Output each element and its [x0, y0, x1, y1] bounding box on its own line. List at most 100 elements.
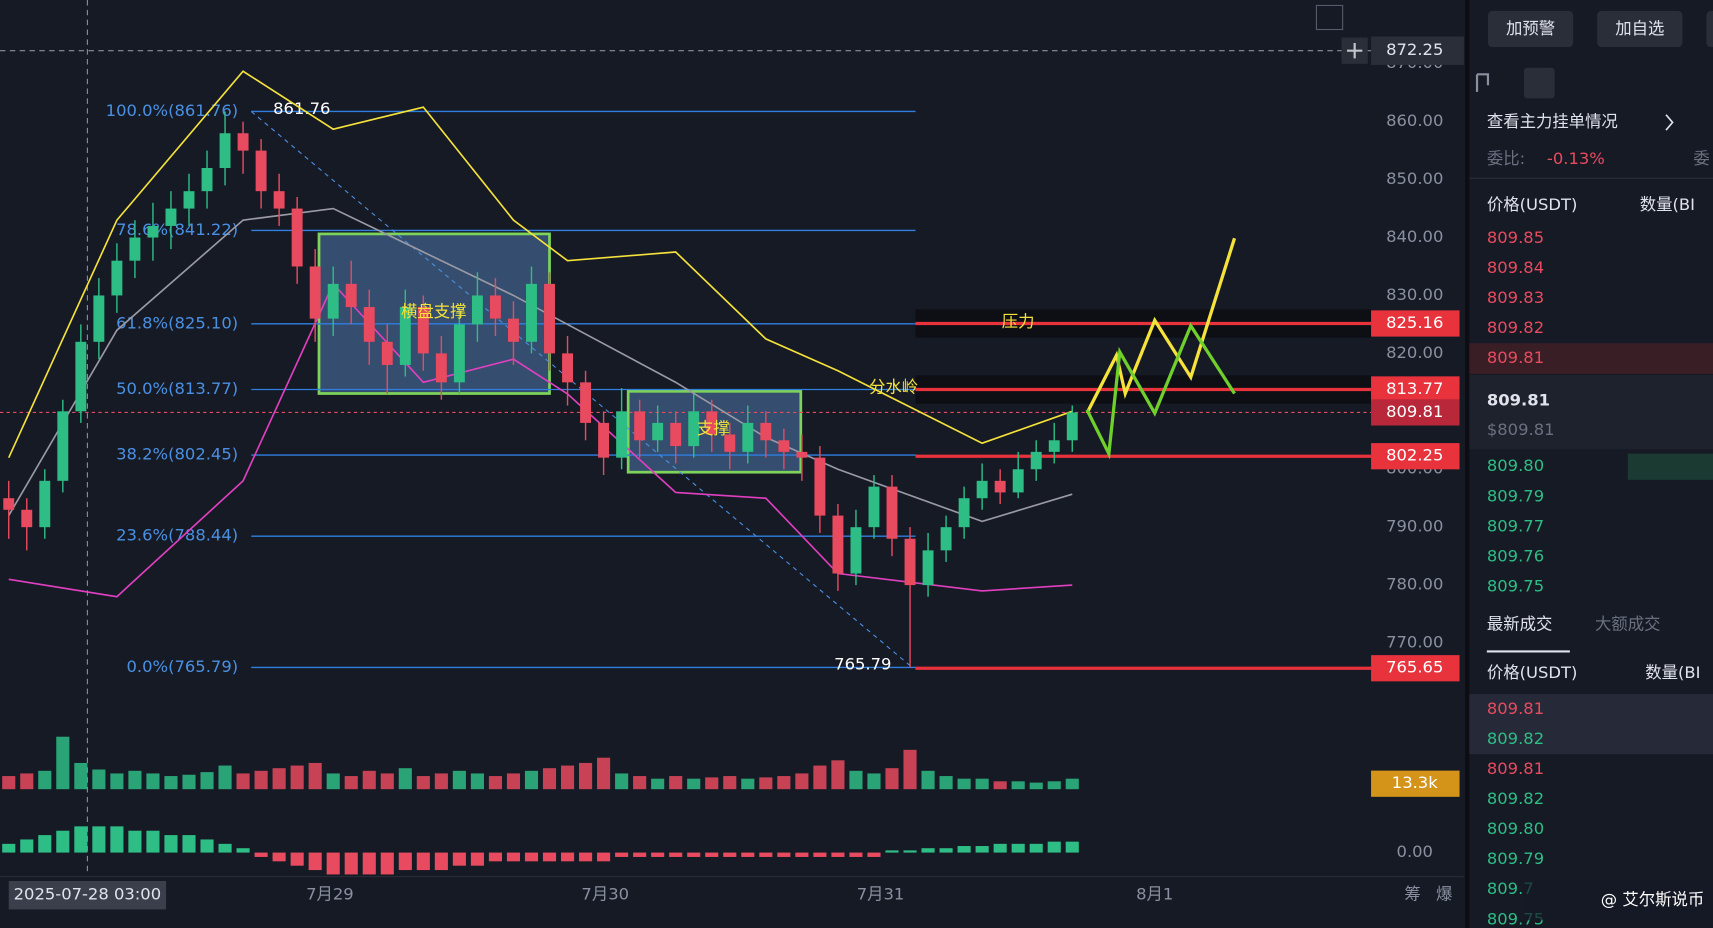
- fib-label: 50.0%(813.77): [116, 379, 238, 398]
- macd-bar: [831, 852, 845, 857]
- y-tick-label: 790.00: [1386, 517, 1443, 536]
- macd-bar: [921, 848, 935, 853]
- ask-price: 809.81: [1487, 348, 1544, 367]
- macd-bar: [326, 852, 340, 875]
- volume-bar: [398, 768, 412, 790]
- volume-bar: [975, 778, 989, 790]
- candle-body: [399, 307, 411, 365]
- candle-body: [724, 434, 736, 452]
- macd-bar: [705, 852, 719, 857]
- candle-body: [688, 411, 700, 447]
- volume-bar: [182, 774, 196, 790]
- macd-bar: [957, 846, 971, 853]
- annotation: 分水岭: [869, 378, 918, 397]
- x-tick-label: 7月29: [306, 885, 354, 904]
- candle-body: [634, 411, 646, 441]
- bid-price: 809.80: [1487, 456, 1544, 475]
- button[interactable]: [1597, 10, 1683, 48]
- trade-highlight: [1469, 694, 1713, 755]
- chart-area: 870.00860.00850.00840.00830.00820.00810.…: [0, 0, 1464, 910]
- candle-body: [417, 307, 429, 354]
- tab-active: 最新成交: [1487, 615, 1552, 634]
- volume-bar: [687, 778, 701, 790]
- volume-bar: [110, 773, 124, 790]
- volume-bar: [20, 773, 34, 790]
- macd-bar: [759, 852, 773, 857]
- volume-bar: [434, 773, 448, 790]
- chevron[interactable]: [1665, 114, 1674, 131]
- volume-bar: [542, 768, 557, 790]
- volume-bar: [939, 776, 953, 790]
- candle-body: [670, 422, 682, 447]
- candle-body: [544, 283, 555, 354]
- candle-body: [327, 283, 339, 319]
- volume-tag: [1371, 770, 1460, 797]
- volume-bar: [470, 773, 484, 790]
- candle-body: [57, 411, 69, 481]
- candle-body: [345, 283, 357, 308]
- macd-bar: [579, 852, 593, 862]
- time-tag: [8, 880, 167, 910]
- tool-icon[interactable]: [1475, 73, 1490, 92]
- x-tick-label: 7月31: [857, 885, 905, 904]
- volume-tag-text: 13.3k: [1392, 773, 1438, 792]
- candle-body: [273, 191, 285, 209]
- candle-body: [471, 295, 483, 325]
- candle-body: [381, 341, 393, 365]
- candle-body: [237, 133, 249, 151]
- volume-bar: [597, 757, 611, 790]
- candle-body: [1048, 440, 1060, 452]
- volume-bar: [218, 765, 232, 790]
- volume-bar: [723, 776, 737, 790]
- candle-body: [1066, 412, 1078, 441]
- level-tag-text: 813.77: [1386, 379, 1443, 398]
- ratio-label: 委比:: [1487, 149, 1525, 168]
- macd-bar: [254, 852, 268, 857]
- trade-price: 809.79: [1487, 849, 1544, 868]
- volume-bar: [416, 776, 430, 790]
- y-tick-label: 770.00: [1386, 633, 1443, 652]
- band-middle: [8, 207, 1073, 523]
- volume-bar: [236, 773, 250, 790]
- macd-bar: [56, 830, 70, 853]
- side-tab[interactable]: 筹: [1404, 885, 1420, 904]
- crosshair-price: 872.25: [1386, 40, 1443, 59]
- bid-price: 809.77: [1487, 516, 1544, 535]
- macd-bar: [885, 850, 899, 853]
- macd-bar: [633, 852, 647, 857]
- ratio2: 委: [1693, 149, 1709, 168]
- volume-bar: [272, 768, 286, 790]
- projection-green: [1085, 322, 1236, 460]
- volume-bar: [813, 765, 827, 790]
- button[interactable]: [1487, 10, 1574, 48]
- candle-body: [183, 191, 195, 209]
- candle-body: [309, 266, 321, 319]
- candle-body: [363, 307, 375, 342]
- button[interactable]: [1706, 10, 1713, 47]
- candle-body: [1030, 451, 1042, 470]
- annotation: 压力: [1002, 312, 1035, 331]
- volume-bar: [957, 778, 971, 790]
- macd-bar: [20, 839, 34, 853]
- level-tag-text: 765.65: [1386, 658, 1443, 677]
- fullscreen-icon[interactable]: [1315, 4, 1344, 31]
- header: 价格(USDT): [1487, 195, 1578, 214]
- volume-bar: [921, 770, 935, 790]
- level-tag: [1371, 376, 1460, 403]
- last-price: 809.81: [1487, 391, 1550, 410]
- macd-bar: [218, 843, 232, 853]
- macd-bar: [470, 852, 484, 866]
- volume-bar: [831, 760, 845, 790]
- volume-bar: [1065, 778, 1079, 790]
- volume-bar: [885, 768, 899, 790]
- macd-bar: [146, 830, 160, 853]
- trade-price: 809.82: [1487, 729, 1544, 748]
- side-tab[interactable]: 爆: [1436, 885, 1452, 904]
- range-box: [317, 232, 551, 395]
- fib-label: 61.8%(825.10): [116, 313, 238, 332]
- candle-body: [904, 538, 916, 586]
- tool-active[interactable]: [1524, 67, 1555, 99]
- macd-bar: [795, 852, 809, 857]
- candle-body: [742, 422, 754, 452]
